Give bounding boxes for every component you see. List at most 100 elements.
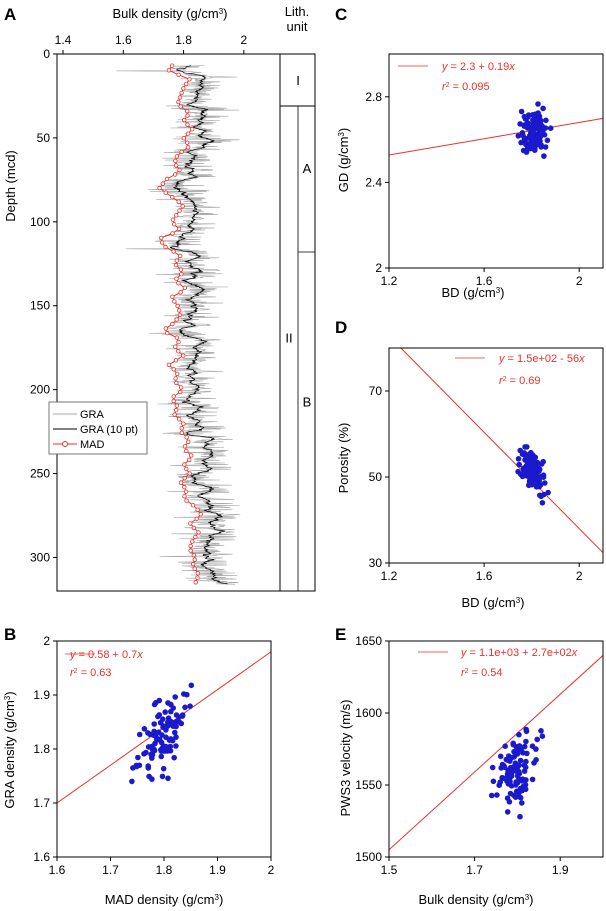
panel-c-point <box>538 117 544 124</box>
panel-d-point <box>540 472 547 479</box>
panel-b-ytick-label: 1.9 <box>33 688 50 702</box>
mad-point <box>171 249 176 254</box>
panel-e-point <box>497 753 504 760</box>
mad-point <box>176 417 182 422</box>
mad-point <box>185 145 191 150</box>
panel-d-point <box>516 461 522 468</box>
panel-e-point <box>516 770 523 777</box>
mad-point <box>176 226 182 232</box>
panel-c-point <box>547 125 554 131</box>
panel-d-fit-line <box>400 348 603 554</box>
panel-c-point <box>518 139 524 146</box>
panel-b-point <box>165 715 172 721</box>
mad-point <box>184 108 190 114</box>
mad-point <box>195 575 200 580</box>
mad-point <box>179 149 184 154</box>
panel-e-point <box>496 782 503 788</box>
mad-point <box>159 240 165 245</box>
panel-b-point <box>136 731 143 738</box>
mad-point <box>163 244 168 250</box>
panel-e-point <box>510 740 516 747</box>
mad-point <box>182 475 187 481</box>
mad-point <box>173 376 178 381</box>
panel-e-point <box>508 773 514 779</box>
panel-c-ylabel: GD (g/cm3) <box>336 128 351 192</box>
panel-c-point <box>519 130 526 136</box>
panel-b-point <box>176 714 182 720</box>
panel-e-point <box>538 728 544 734</box>
mad-point <box>170 294 175 299</box>
panel-b-point <box>173 743 179 749</box>
mad-point <box>158 235 164 241</box>
mad-point <box>192 557 197 562</box>
panel-e-point <box>522 764 529 771</box>
panel-d-ytick-label: 70 <box>369 384 383 398</box>
panel-b-ytick-label: 1.8 <box>33 742 50 756</box>
panel-e-point <box>517 794 524 801</box>
mad-point <box>177 95 183 100</box>
panel-b-point <box>159 773 166 780</box>
panel-c-point <box>523 141 529 148</box>
panel-a-frame <box>56 53 281 592</box>
gra10-series-line <box>169 65 228 585</box>
mad-point <box>170 217 176 222</box>
panel-e-xlabel: Bulk density (g/cm3) <box>419 892 534 907</box>
panel-e-point <box>490 778 497 785</box>
panel-e-point <box>539 733 546 739</box>
panel-b-point <box>171 754 177 761</box>
panel-d-point <box>525 455 532 462</box>
mad-point <box>190 539 195 544</box>
panel-c-xlabel: BD (g/cm3) <box>442 285 505 300</box>
panel-e-point <box>523 728 530 735</box>
panel-b-point <box>143 749 149 756</box>
panel-c-point <box>517 121 523 127</box>
mad-point <box>176 99 181 105</box>
panel-d-point <box>524 444 530 450</box>
panel-d-point <box>537 482 544 488</box>
panel-d-point <box>532 454 539 461</box>
panel-b-xlabel: MAD density (g/cm3) <box>105 892 224 907</box>
mad-point <box>180 353 186 358</box>
mad-point <box>178 385 184 390</box>
panel-b-equation: y = 0.58 + 0.7x <box>69 649 143 661</box>
panel-e-r2: r2 = 0.54 <box>461 667 503 679</box>
mad-point <box>190 561 196 567</box>
panel-e-point <box>534 736 540 743</box>
lith-frame <box>279 53 316 592</box>
panel-d-point <box>519 473 526 480</box>
panel-e-xtick-label: 1.7 <box>466 863 483 877</box>
mad-point <box>175 303 180 309</box>
panel-c-point <box>544 137 551 144</box>
panel-d-point <box>526 463 533 470</box>
panel-a-ytick-label: 250 <box>30 467 50 481</box>
mad-point <box>188 453 194 458</box>
panel-c-point <box>524 125 531 131</box>
panel-b-point <box>145 765 152 771</box>
mad-point <box>182 484 187 490</box>
panel-c-xtick-label: 1.6 <box>476 274 493 288</box>
panel-b-r2: r2 = 0.63 <box>70 667 112 679</box>
panel-e-point <box>521 743 528 750</box>
panel-b-point <box>167 736 174 742</box>
mad-point <box>182 494 187 499</box>
panel-c-point <box>543 117 549 124</box>
panel-e-point <box>508 764 514 771</box>
mad-point <box>177 253 183 259</box>
panel-e-point <box>508 783 515 789</box>
mad-point <box>172 172 178 177</box>
mad-point <box>193 580 198 585</box>
panel-b-point <box>170 705 176 711</box>
mad-point <box>177 208 182 213</box>
mad-point <box>185 122 190 127</box>
mad-point <box>176 281 181 286</box>
panel-d-point <box>528 475 535 482</box>
panel-b-point <box>165 700 171 706</box>
mad-point <box>174 276 179 281</box>
panel-b-point <box>182 704 188 711</box>
mad-point <box>164 330 170 336</box>
mad-point <box>195 571 201 576</box>
lith-unit-label: II <box>285 331 292 346</box>
mad-point <box>191 525 197 531</box>
panel-a-xtick-label: 1.8 <box>175 33 192 47</box>
panel-b-point <box>165 775 171 782</box>
